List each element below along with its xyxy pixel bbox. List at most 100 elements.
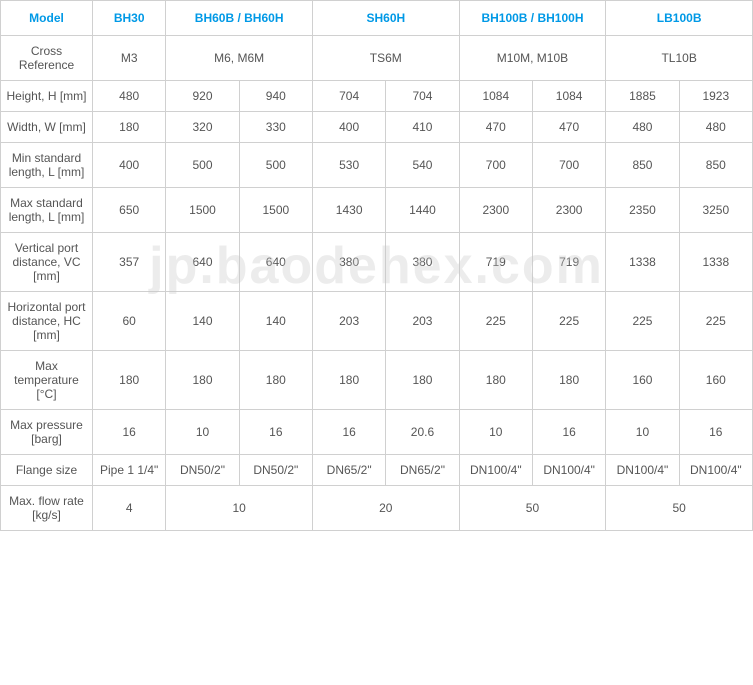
header-cell: LB100B: [606, 1, 753, 36]
data-cell: 225: [532, 292, 605, 351]
row-label: Max standard length, L [mm]: [1, 188, 93, 233]
data-cell: 470: [459, 112, 532, 143]
data-cell: 380: [386, 233, 459, 292]
data-cell: 225: [459, 292, 532, 351]
data-cell: DN50/2": [166, 455, 239, 486]
data-cell: Pipe 1 1/4": [93, 455, 166, 486]
data-cell: 1338: [679, 233, 752, 292]
data-cell: 180: [459, 351, 532, 410]
data-cell: 1338: [606, 233, 679, 292]
table-row: Max standard length, L [mm]6501500150014…: [1, 188, 753, 233]
data-cell: 10: [166, 410, 239, 455]
table-body: Cross ReferenceM3M6, M6MTS6MM10M, M10BTL…: [1, 36, 753, 531]
data-cell: DN65/2": [312, 455, 385, 486]
table-row: Max pressure [barg]1610161620.610161016: [1, 410, 753, 455]
data-cell: 470: [532, 112, 605, 143]
table-row: Horizontal port distance, HC [mm]6014014…: [1, 292, 753, 351]
data-cell: 140: [239, 292, 312, 351]
data-cell: 704: [312, 81, 385, 112]
table-row: Width, W [mm]180320330400410470470480480: [1, 112, 753, 143]
table-row: Flange sizePipe 1 1/4"DN50/2"DN50/2"DN65…: [1, 455, 753, 486]
header-cell: BH30: [93, 1, 166, 36]
data-cell: 225: [679, 292, 752, 351]
data-cell: 203: [386, 292, 459, 351]
row-label: Flange size: [1, 455, 93, 486]
data-cell: 480: [679, 112, 752, 143]
table-row: Cross ReferenceM3M6, M6MTS6MM10M, M10BTL…: [1, 36, 753, 81]
data-cell: 650: [93, 188, 166, 233]
data-cell: 530: [312, 143, 385, 188]
data-cell: 1084: [459, 81, 532, 112]
data-cell: 60: [93, 292, 166, 351]
row-label: Cross Reference: [1, 36, 93, 81]
data-cell: 160: [679, 351, 752, 410]
header-cell: BH60B / BH60H: [166, 1, 313, 36]
data-cell: 2350: [606, 188, 679, 233]
row-label: Vertical port distance, VC [mm]: [1, 233, 93, 292]
data-cell: 1923: [679, 81, 752, 112]
data-cell: 1440: [386, 188, 459, 233]
data-cell: 2300: [532, 188, 605, 233]
data-cell: M6, M6M: [166, 36, 313, 81]
data-cell: 180: [386, 351, 459, 410]
row-label: Max temperature [°C]: [1, 351, 93, 410]
header-row: ModelBH30BH60B / BH60HSH60HBH100B / BH10…: [1, 1, 753, 36]
data-cell: 180: [239, 351, 312, 410]
data-cell: 16: [679, 410, 752, 455]
data-cell: 920: [166, 81, 239, 112]
data-cell: 410: [386, 112, 459, 143]
data-cell: DN100/4": [532, 455, 605, 486]
table-row: Vertical port distance, VC [mm]357640640…: [1, 233, 753, 292]
data-cell: TS6M: [312, 36, 459, 81]
data-cell: 500: [166, 143, 239, 188]
data-cell: 400: [93, 143, 166, 188]
data-cell: 480: [606, 112, 679, 143]
row-label: Height, H [mm]: [1, 81, 93, 112]
data-cell: 640: [239, 233, 312, 292]
row-label: Width, W [mm]: [1, 112, 93, 143]
data-cell: 16: [239, 410, 312, 455]
data-cell: 850: [679, 143, 752, 188]
data-cell: 500: [239, 143, 312, 188]
data-cell: 700: [532, 143, 605, 188]
data-cell: DN50/2": [239, 455, 312, 486]
data-cell: 140: [166, 292, 239, 351]
data-cell: 16: [312, 410, 385, 455]
data-cell: 180: [532, 351, 605, 410]
row-label: Max pressure [barg]: [1, 410, 93, 455]
row-label: Max. flow rate [kg/s]: [1, 486, 93, 531]
data-cell: 160: [606, 351, 679, 410]
data-cell: 10: [166, 486, 313, 531]
data-cell: 16: [532, 410, 605, 455]
data-cell: 203: [312, 292, 385, 351]
table-row: Min standard length, L [mm]4005005005305…: [1, 143, 753, 188]
data-cell: 16: [93, 410, 166, 455]
data-cell: 10: [459, 410, 532, 455]
header-cell: SH60H: [312, 1, 459, 36]
data-cell: 2300: [459, 188, 532, 233]
data-cell: 320: [166, 112, 239, 143]
data-cell: 50: [606, 486, 753, 531]
header-cell: BH100B / BH100H: [459, 1, 606, 36]
row-label: Horizontal port distance, HC [mm]: [1, 292, 93, 351]
data-cell: 719: [532, 233, 605, 292]
data-cell: 540: [386, 143, 459, 188]
data-cell: 719: [459, 233, 532, 292]
data-cell: 10: [606, 410, 679, 455]
data-cell: 180: [93, 351, 166, 410]
data-cell: 1430: [312, 188, 385, 233]
table-row: Max. flow rate [kg/s]410205050: [1, 486, 753, 531]
data-cell: 400: [312, 112, 385, 143]
data-cell: 850: [606, 143, 679, 188]
data-cell: 700: [459, 143, 532, 188]
data-cell: 1500: [166, 188, 239, 233]
data-cell: 20.6: [386, 410, 459, 455]
row-label: Min standard length, L [mm]: [1, 143, 93, 188]
data-cell: DN65/2": [386, 455, 459, 486]
data-cell: 3250: [679, 188, 752, 233]
data-cell: 380: [312, 233, 385, 292]
data-cell: 640: [166, 233, 239, 292]
data-cell: 50: [459, 486, 606, 531]
spec-table: ModelBH30BH60B / BH60HSH60HBH100B / BH10…: [0, 0, 753, 531]
data-cell: DN100/4": [679, 455, 752, 486]
